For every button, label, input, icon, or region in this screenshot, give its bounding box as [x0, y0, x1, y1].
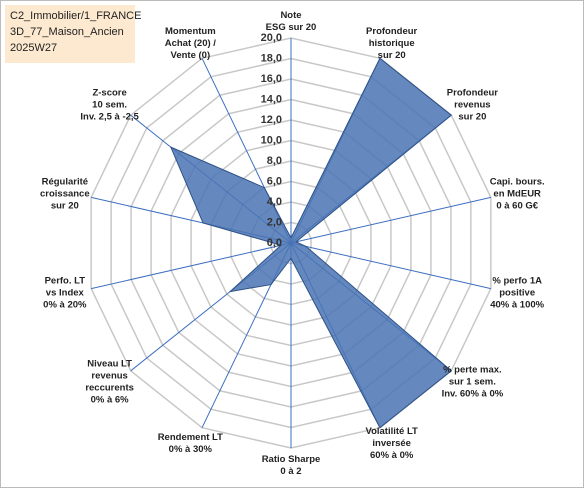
axis-label: Capi. bours. en MdEUR 0 à 60 G€ [490, 176, 545, 211]
axis-label-line: Profondeur [447, 87, 498, 98]
y-tick-label: 8,0 [267, 155, 282, 167]
chart-title: 2025W27 [10, 42, 57, 54]
axis-label-line: % perfo 1A [492, 275, 542, 286]
axis-label-line: 0 à 2 [280, 466, 301, 477]
axis-label: Profondeur historique sur 20 [366, 26, 417, 61]
y-tick-label: 16,0 [261, 73, 282, 85]
axis-label-line: ESG sur 20 [266, 22, 317, 33]
axis-label-line: 60% à 0% [370, 450, 414, 461]
axis-label: Momentum Achat (20) / Vente (0) [165, 26, 217, 61]
y-tick-label: 10,0 [261, 134, 282, 146]
axis-label-line: Momentum [165, 26, 216, 37]
y-tick-label: 0,0 [267, 237, 282, 249]
axis-label: Volatilité LT inversée 60% à 0% [365, 426, 418, 461]
y-tick-label: 14,0 [261, 93, 282, 105]
y-tick-label: 6,0 [267, 175, 282, 187]
y-tick-label: 20,0 [261, 32, 282, 44]
axis-label-line: Vente (0) [171, 50, 211, 61]
axis-label: Perfo. LT vs Index 0% à 20% [43, 275, 87, 310]
axis-label: % perte max. sur 1 sem. Inv. 60% à 0% [442, 364, 504, 399]
axis-label-line: inversée [372, 438, 411, 449]
axis-label-line: 10 sem. [92, 99, 127, 110]
axis-label-line: positive [499, 287, 535, 298]
axis-label-line: vs Index [46, 287, 85, 298]
axis-label-line: en MdEUR [493, 188, 541, 199]
axis-label-line: croissance [40, 188, 90, 199]
y-tick-label: 18,0 [261, 52, 282, 64]
axis-label-line: sur 20 [458, 111, 486, 122]
axis-label-line: revenus [454, 99, 490, 110]
axis-label-line: Rendement LT [158, 432, 223, 443]
axis-label-line: % perte max. [443, 364, 502, 375]
axis-label-line: Volatilité LT [365, 426, 418, 437]
axis-label-line: sur 20 [51, 200, 79, 211]
axis-label-line: Achat (20) / [165, 38, 217, 49]
axis-label-line: Perfo. LT [45, 275, 86, 286]
axis-label-line: 0% à 30% [169, 444, 213, 455]
axis-label: Z-score 10 sem. Inv. 2,5 à -2,5 [80, 87, 139, 122]
y-tick-label: 4,0 [267, 196, 282, 208]
axis-label-line: 0 à 60 G€ [496, 200, 538, 211]
axis-label-line: Ratio Sharpe [262, 454, 321, 465]
axis-label: % perfo 1A positive 40% à 100% [490, 275, 544, 310]
y-tick-label: 2,0 [267, 216, 282, 228]
spoke [91, 242, 292, 290]
axis-label-line: Régularité [42, 176, 88, 187]
axis-label: Niveau LT revenus reccurents 0% à 6% [85, 358, 134, 405]
radar-area [169, 57, 453, 429]
axis-label-line: Niveau LT [87, 358, 132, 369]
chart-title: 3D_77_Maison_Ancien [10, 26, 124, 38]
axis-label-line: sur 20 [378, 50, 406, 61]
axis-label-line: reccurents [85, 382, 134, 393]
axis-label-line: Inv. 60% à 0% [442, 388, 504, 399]
axis-label-line: Capi. bours. [490, 176, 545, 187]
axis-label-line: Note [280, 10, 301, 21]
spoke [290, 196, 491, 244]
axis-label: Régularité croissance sur 20 [40, 176, 90, 211]
axis-label-line: Inv. 2,5 à -2,5 [80, 111, 139, 122]
axis-label: Rendement LT 0% à 30% [158, 432, 223, 455]
axis-label-line: sur 1 sem. [449, 376, 496, 387]
axis-label-line: 40% à 100% [490, 299, 544, 310]
chart-title: C2_Immobilier/1_FRANCE [10, 10, 141, 22]
axis-label-line: historique [369, 38, 415, 49]
axis-label-line: Z-score [92, 87, 126, 98]
spoke [290, 242, 491, 290]
title-box [5, 5, 135, 63]
y-tick-label: 12,0 [261, 114, 282, 126]
axis-label-line: Profondeur [366, 26, 417, 37]
axis-label: Profondeur revenus sur 20 [447, 87, 498, 122]
axis-label-line: 0% à 20% [43, 299, 87, 310]
axis-label: Ratio Sharpe 0 à 2 [262, 454, 321, 477]
axis-label-line: 0% à 6% [91, 394, 130, 405]
axis-label: Note ESG sur 20 [266, 10, 317, 33]
axis-label-line: revenus [91, 370, 127, 381]
